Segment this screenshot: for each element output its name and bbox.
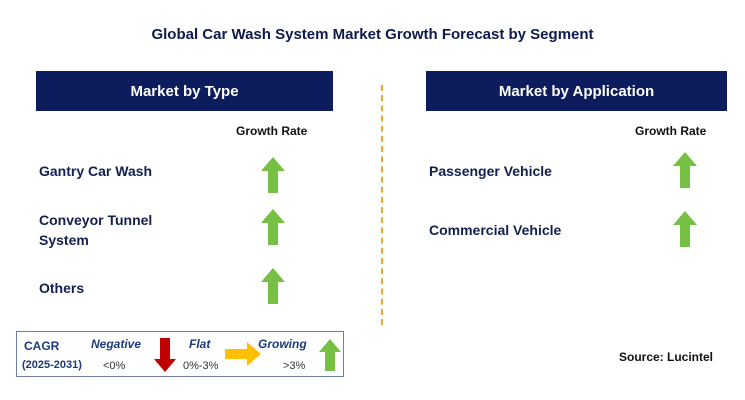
growing-arrow-icon [673, 152, 697, 188]
legend-flat-range: 0%-3% [183, 360, 219, 372]
legend-growing-range: >3% [283, 360, 306, 372]
growing-arrow-icon [261, 157, 285, 193]
cagr-legend: CAGR (2025-2031) Negative <0% Flat 0%-3%… [16, 331, 344, 377]
right-growth-rate-label: Growth Rate [635, 124, 707, 138]
growing-arrow-icon [261, 209, 285, 245]
source-note: Source: Lucintel [618, 350, 713, 364]
segment-commercial-vehicle: Commercial Vehicle [429, 222, 562, 238]
flat-arrow-icon [225, 342, 261, 366]
growing-arrow-icon [261, 268, 285, 304]
legend-flat-label: Flat [189, 337, 211, 351]
market-by-type-header: Market by Type [36, 71, 333, 111]
segment-passenger-vehicle: Passenger Vehicle [429, 163, 552, 179]
legend-growing-label: Growing [258, 337, 307, 351]
left-growth-rate-label: Growth Rate [236, 124, 308, 138]
legend-negative-range: <0% [103, 360, 126, 372]
segment-others: Others [39, 280, 85, 296]
growing-arrow-icon [319, 339, 341, 371]
segment-gantry-car-wash: Gantry Car Wash [39, 163, 153, 179]
legend-negative-label: Negative [91, 337, 142, 351]
legend-cagr-label: CAGR [24, 339, 60, 353]
market-by-application-header: Market by Application [426, 71, 727, 111]
growing-arrow-icon [673, 211, 697, 247]
segment-conveyor-tunnel-system: Conveyor Tunnel System [39, 212, 153, 248]
negative-arrow-icon [154, 338, 176, 372]
legend-period: (2025-2031) [22, 359, 82, 371]
page-title: Global Car Wash System Market Growth For… [151, 26, 594, 43]
panel-divider [381, 85, 383, 325]
